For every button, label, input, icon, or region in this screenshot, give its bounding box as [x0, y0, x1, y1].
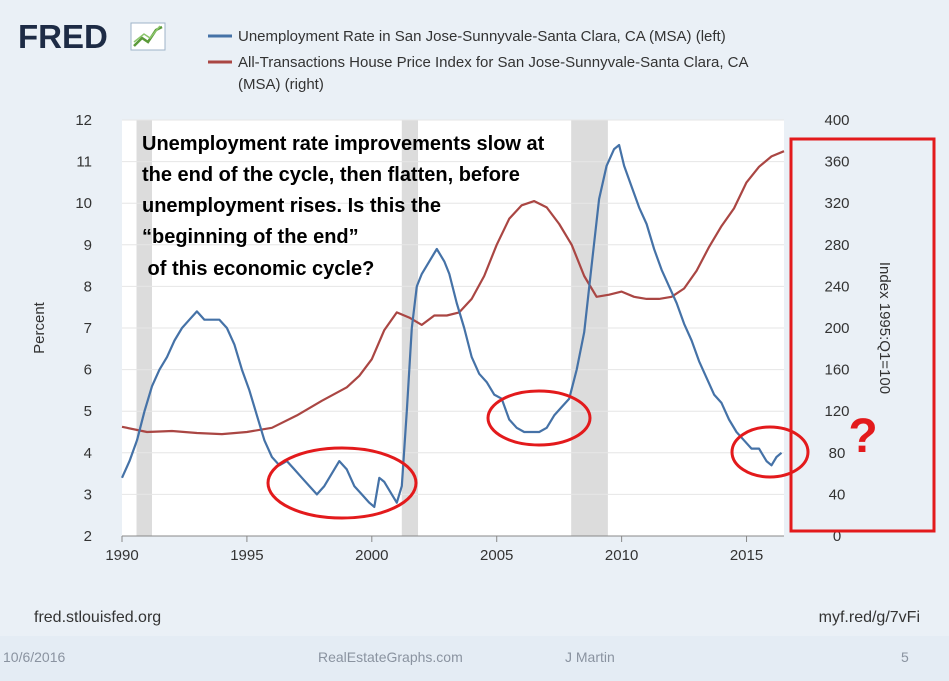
source-left[interactable]: fred.stlouisfed.org: [34, 609, 161, 626]
series-lines: [120, 143, 785, 508]
x-tick-label-2015: 2015: [730, 547, 763, 564]
y-tick-label-11: 11: [76, 154, 92, 171]
y-axis-label-right: Index 1995:Q1=100: [876, 262, 893, 394]
fred-chart: FRED Unemployment Rate in San Jose-Sunny…: [18, 18, 936, 626]
y2-tick-label-320: 320: [824, 195, 849, 212]
annotation-line-2: the end of the cycle, then flatten, befo…: [142, 164, 520, 186]
x-tick-label-2000: 2000: [355, 547, 388, 564]
x-tick-label-1990: 1990: [105, 547, 138, 564]
y2-tick-label-400: 400: [824, 112, 849, 129]
legend-label-hpi-line2: (MSA) (right): [238, 76, 324, 93]
y2-tick-label-0: 0: [833, 528, 841, 545]
left-axis-ticks: 2 3 4 5 6 7 8 9 10 11 12: [75, 112, 92, 545]
x-tick-label-2005: 2005: [480, 547, 513, 564]
x-axis-ticks: 1990 1995 2000 2005 2010 2015: [105, 535, 784, 564]
legend-label-unemployment: Unemployment Rate in San Jose-Sunnyvale-…: [238, 28, 726, 45]
annotation-line-1: Unemployment rate improvements slow at: [142, 133, 545, 155]
y2-tick-label-240: 240: [824, 278, 849, 295]
y2-tick-label-80: 80: [829, 445, 846, 462]
y-tick-label-5: 5: [84, 403, 92, 420]
y-tick-label-2: 2: [84, 528, 92, 545]
y2-tick-label-40: 40: [829, 486, 846, 503]
fred-logo[interactable]: FRED: [18, 18, 108, 55]
y2-tick-label-200: 200: [824, 320, 849, 337]
y-tick-label-8: 8: [84, 278, 92, 295]
series-line-house-price-index: [121, 150, 785, 436]
future-highlight-box: [789, 137, 936, 533]
question-mark: ?: [848, 410, 877, 463]
highlight-circle-2006: [486, 389, 592, 447]
y-tick-label-12: 12: [75, 112, 92, 129]
annotation-line-4: “beginning of the end”: [142, 226, 359, 248]
series-line-unemployment: [120, 143, 783, 508]
y-axis-label-left: Percent: [31, 301, 48, 354]
y-tick-label-10: 10: [75, 195, 92, 212]
y2-tick-label-160: 160: [824, 362, 849, 379]
highlight-circle-2015: [730, 425, 810, 479]
annotation-line-5: of this economic cycle?: [142, 258, 374, 280]
x-tick-label-2010: 2010: [605, 547, 638, 564]
chart-frame: FRED Unemployment Rate in San Jose-Sunny…: [18, 18, 936, 626]
y-tick-label-6: 6: [84, 362, 92, 379]
y2-tick-label-280: 280: [824, 237, 849, 254]
legend-label-hpi-line1: All-Transactions House Price Index for S…: [238, 54, 749, 71]
chart-legend: Unemployment Rate in San Jose-Sunnyvale-…: [208, 28, 749, 93]
annotation-line-3: unemployment rises. Is this the: [142, 195, 441, 217]
footer-page: 5: [901, 649, 909, 665]
y-tick-label-4: 4: [84, 445, 92, 462]
source-right[interactable]: myf.red/g/7vFi: [819, 609, 920, 626]
y-tick-label-9: 9: [84, 237, 92, 254]
right-axis-ticks: 0 40 80 120 160 200 240 280 320 360 400: [824, 112, 849, 545]
y2-tick-label-360: 360: [824, 154, 849, 171]
footer-author: J Martin: [565, 649, 615, 665]
y-tick-label-3: 3: [84, 486, 92, 503]
highlight-circle-1998: [266, 446, 418, 520]
annotation-text: Unemployment rate improvements slow at t…: [142, 133, 545, 280]
y-tick-label-7: 7: [84, 320, 92, 337]
fred-logo-graph-icon: [130, 22, 166, 51]
slide-footer: 10/6/2016 RealEstateGraphs.com J Martin …: [0, 636, 949, 681]
footer-date: 10/6/2016: [3, 649, 66, 665]
highlight-circles: [266, 389, 810, 520]
footer-site: RealEstateGraphs.com: [318, 649, 463, 665]
y2-tick-label-120: 120: [824, 403, 849, 420]
x-tick-label-1995: 1995: [230, 547, 263, 564]
